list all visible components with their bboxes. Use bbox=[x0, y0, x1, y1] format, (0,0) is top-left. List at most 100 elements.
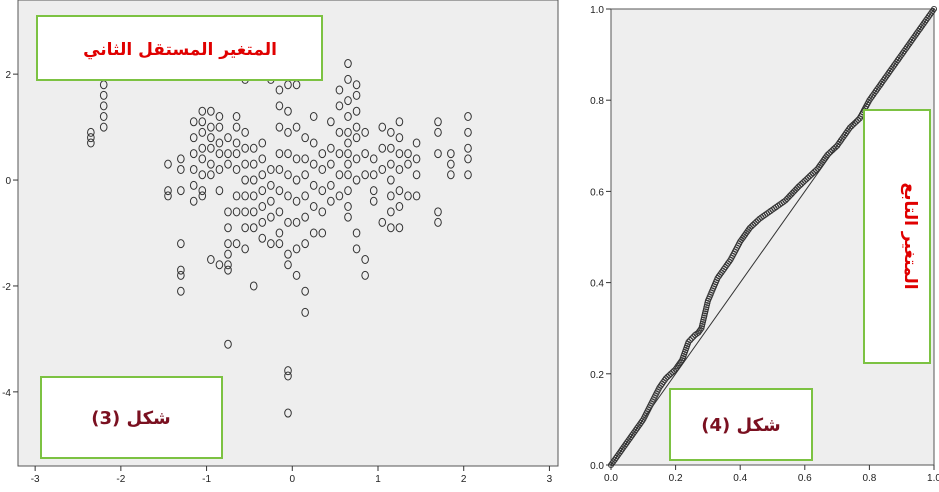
scatter-point bbox=[434, 207, 442, 217]
scatter-point bbox=[177, 186, 185, 196]
caption-label: شكل (3) bbox=[91, 408, 171, 429]
scatter-point bbox=[207, 133, 215, 143]
scatter-point bbox=[292, 196, 301, 206]
scatter-point bbox=[215, 260, 224, 270]
pp-plot-chart: 0.0 0.2 0.4 0.6 0.8 1.0 0.0 0.2 0.4 0.6 0.8 1.0 ال… bbox=[590, 5, 939, 484]
x-tick-label: 0.6 bbox=[798, 473, 812, 484]
scatter-point bbox=[258, 138, 267, 148]
scatter-point bbox=[164, 159, 172, 169]
scatter-point bbox=[275, 149, 284, 159]
scatter-point bbox=[361, 254, 369, 264]
x-tick-label: 1.0 bbox=[927, 473, 939, 484]
scatter-chart: -3 -2 -1 0 1 2 3 2 0 -2 -4 المتغير المستقل الثاني… bbox=[2, 0, 559, 485]
scatter-point bbox=[301, 170, 309, 180]
scatter-point bbox=[267, 180, 275, 190]
scatter-point bbox=[344, 112, 352, 121]
pp-point bbox=[825, 150, 833, 157]
pp-point bbox=[667, 370, 674, 377]
scatter-point bbox=[164, 191, 172, 201]
scatter-point bbox=[352, 80, 361, 90]
y-tick-label: -4 bbox=[2, 388, 11, 399]
y-tick-label: 0.4 bbox=[590, 279, 604, 290]
scatter-point bbox=[249, 281, 258, 291]
pp-point bbox=[803, 176, 810, 183]
scatter-point bbox=[344, 202, 352, 212]
scatter-point bbox=[224, 207, 232, 217]
scatter-point bbox=[395, 223, 404, 233]
x-tick-label: 0.8 bbox=[862, 473, 876, 484]
scatter-point bbox=[301, 212, 309, 222]
scatter-point bbox=[249, 175, 258, 185]
scatter-point bbox=[249, 143, 258, 153]
scatter-point bbox=[309, 202, 318, 212]
scatter-point bbox=[275, 164, 284, 174]
scatter-point bbox=[309, 228, 318, 238]
scatter-point bbox=[267, 164, 275, 174]
scatter-point bbox=[177, 286, 185, 296]
scatter-point bbox=[224, 133, 232, 143]
scatter-point bbox=[164, 186, 172, 196]
scatter-point bbox=[378, 217, 387, 227]
scatter-point bbox=[352, 122, 361, 132]
scatter-point bbox=[318, 164, 327, 174]
scatter-point bbox=[395, 202, 404, 212]
x-tick-label: 1 bbox=[375, 474, 381, 485]
scatter-point bbox=[258, 202, 267, 212]
scatter-point bbox=[215, 138, 224, 148]
y-tick-label: 0.8 bbox=[590, 96, 604, 107]
scatter-point bbox=[335, 170, 344, 180]
scatter-point bbox=[241, 175, 249, 185]
scatter-point bbox=[292, 154, 301, 164]
scatter-point bbox=[275, 239, 284, 249]
scatter-point bbox=[412, 191, 421, 201]
scatter-point bbox=[198, 106, 207, 116]
scatter-point bbox=[301, 307, 309, 317]
scatter-point bbox=[198, 154, 207, 164]
pp-point bbox=[809, 170, 816, 177]
scatter-point bbox=[387, 127, 395, 137]
scatter-point bbox=[352, 154, 361, 164]
scatter-point bbox=[395, 149, 404, 159]
scatter-point bbox=[309, 180, 318, 190]
annotation-label: المتغير التابع bbox=[900, 182, 920, 289]
scatter-point bbox=[318, 207, 327, 217]
scatter-point bbox=[249, 223, 258, 233]
scatter-point bbox=[434, 149, 442, 159]
scatter-point bbox=[292, 175, 301, 185]
scatter-point bbox=[87, 133, 95, 143]
scatter-point bbox=[361, 149, 369, 159]
scatter-point bbox=[241, 191, 249, 201]
scatter-point bbox=[207, 106, 215, 116]
y-tick-label: 0 bbox=[5, 176, 11, 187]
y-tick-label: 0.0 bbox=[590, 461, 604, 472]
x-tick-label: -3 bbox=[31, 474, 40, 485]
scatter-point bbox=[292, 244, 301, 254]
pp-point bbox=[697, 326, 704, 333]
x-tick-label: 2 bbox=[461, 474, 467, 485]
scatter-point bbox=[361, 127, 369, 137]
scatter-point bbox=[177, 239, 185, 249]
scatter-point bbox=[232, 239, 241, 249]
scatter-point bbox=[335, 127, 344, 137]
scatter-point bbox=[301, 133, 309, 143]
scatter-point bbox=[198, 191, 207, 201]
scatter-point bbox=[318, 186, 327, 196]
x-tick-label: -2 bbox=[116, 474, 125, 485]
scatter-point bbox=[224, 149, 232, 159]
scatter-point bbox=[267, 212, 275, 222]
scatter-point bbox=[258, 154, 267, 164]
scatter-point bbox=[344, 170, 352, 180]
scatter-point bbox=[292, 270, 301, 280]
scatter-point bbox=[258, 233, 267, 243]
scatter-point bbox=[412, 170, 421, 180]
scatter-point bbox=[275, 85, 284, 95]
scatter-point bbox=[258, 217, 267, 227]
annotation-box bbox=[863, 109, 931, 364]
scatter-point bbox=[207, 122, 215, 132]
y-tick-label: -2 bbox=[2, 282, 11, 293]
pp-point bbox=[830, 145, 837, 152]
scatter-point bbox=[198, 143, 207, 153]
scatter-point bbox=[215, 186, 224, 196]
scatter-point bbox=[447, 149, 455, 159]
scatter-point bbox=[198, 186, 207, 196]
